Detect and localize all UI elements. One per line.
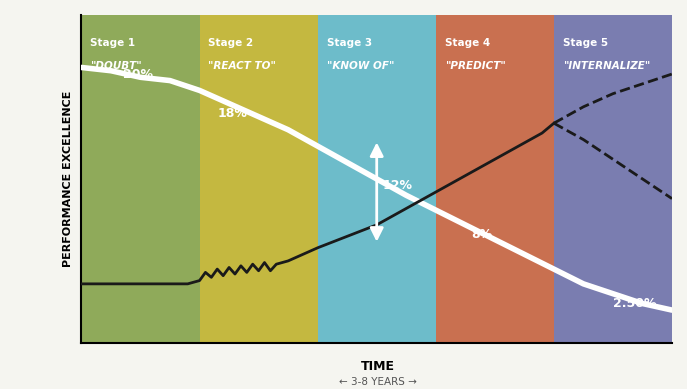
Text: "KNOW OF": "KNOW OF" xyxy=(326,61,394,71)
FancyBboxPatch shape xyxy=(436,15,554,343)
Text: ← 3-8 YEARS →: ← 3-8 YEARS → xyxy=(339,377,417,387)
FancyBboxPatch shape xyxy=(199,15,317,343)
Text: Stage 3: Stage 3 xyxy=(326,38,372,48)
Text: TIME: TIME xyxy=(361,359,395,373)
FancyBboxPatch shape xyxy=(317,15,436,343)
Text: "REACT TO": "REACT TO" xyxy=(208,61,276,71)
Y-axis label: PERFORMANCE EXCELLENCE: PERFORMANCE EXCELLENCE xyxy=(63,91,73,267)
FancyBboxPatch shape xyxy=(554,15,672,343)
Text: Stage 2: Stage 2 xyxy=(208,38,254,48)
Text: "INTERNALIZE": "INTERNALIZE" xyxy=(563,61,650,71)
Text: Stage 5: Stage 5 xyxy=(563,38,608,48)
Text: 2.50%: 2.50% xyxy=(613,297,657,310)
Text: 8%: 8% xyxy=(471,228,493,241)
FancyBboxPatch shape xyxy=(82,15,199,343)
Text: "DOUBT": "DOUBT" xyxy=(90,61,142,71)
Text: 18%: 18% xyxy=(217,107,247,120)
Text: Stage 1: Stage 1 xyxy=(90,38,135,48)
Text: "PREDICT": "PREDICT" xyxy=(444,61,506,71)
Text: 12%: 12% xyxy=(383,179,413,192)
Text: Stage 4: Stage 4 xyxy=(444,38,490,48)
Text: 20%: 20% xyxy=(123,68,153,81)
